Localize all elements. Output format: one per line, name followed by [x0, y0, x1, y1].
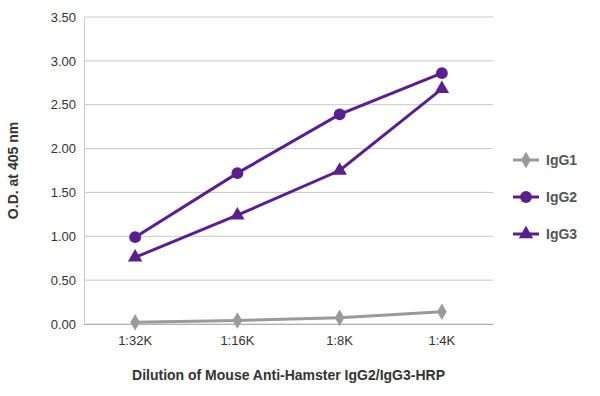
x-tick: 1:4K — [429, 324, 456, 348]
x-axis-title: Dilution of Mouse Anti-Hamster IgG2/IgG3… — [132, 367, 445, 383]
y-tick-label: 0.00 — [51, 317, 76, 332]
y-tick: 3.00 — [51, 54, 84, 69]
series-marker — [231, 167, 243, 179]
plot-area — [128, 67, 449, 330]
x-tick: 1:8K — [326, 324, 353, 348]
grid-line — [84, 17, 493, 18]
y-tick-label: 3.00 — [51, 54, 76, 69]
x-tick-label: 1:16K — [220, 333, 254, 348]
grid-line — [84, 280, 493, 281]
y-axis: 0.00 0.50 1.00 1.50 2.00 2.50 3.00 3.50 — [51, 10, 85, 332]
grid-line — [84, 60, 493, 61]
legend-item: IgG2 — [513, 189, 577, 205]
y-tick: 2.00 — [51, 141, 84, 156]
y-tick-label: 1.00 — [51, 229, 76, 244]
y-tick: 2.50 — [51, 97, 84, 112]
legend-marker — [520, 191, 532, 203]
legend: IgG1 IgG2 IgG3 — [513, 152, 577, 242]
y-tick-label: 2.50 — [51, 97, 76, 112]
series-marker — [129, 231, 141, 243]
series-marker — [128, 249, 142, 261]
legend-item: IgG1 — [513, 152, 577, 169]
y-tick: 3.50 — [51, 10, 84, 25]
y-tick: 1.00 — [51, 229, 84, 244]
y-axis-title: O.D. at 405 nm — [5, 122, 21, 219]
series-marker — [233, 312, 243, 329]
y-tick-label: 1.50 — [51, 185, 76, 200]
series-marker — [332, 162, 346, 174]
x-axis-line — [85, 324, 494, 325]
y-tick-label: 3.50 — [51, 10, 76, 25]
legend-marker — [521, 152, 531, 169]
series-marker — [130, 314, 140, 331]
x-axis: 1:32K 1:16K 1:8K 1:4K — [85, 324, 494, 348]
y-tick-label: 2.00 — [51, 141, 76, 156]
series-marker — [230, 207, 244, 219]
x-tick-label: 1:4K — [429, 333, 456, 348]
grid-line — [84, 324, 493, 325]
chart-svg: 0.00 0.50 1.00 1.50 2.00 2.50 3.00 3.50 1:32K 1:1… — [0, 0, 600, 396]
legend-label: IgG1 — [546, 152, 577, 168]
grid-line — [84, 236, 493, 237]
x-tick-label: 1:32K — [118, 333, 152, 348]
series-line — [135, 89, 442, 257]
y-tick: 0.00 — [51, 317, 84, 332]
legend-label: IgG2 — [546, 189, 577, 205]
series-line — [135, 312, 442, 323]
legend-label: IgG3 — [546, 226, 577, 242]
grid-line — [84, 148, 493, 149]
series-marker — [437, 303, 447, 320]
y-tick-label: 0.50 — [51, 273, 76, 288]
x-tick-label: 1:8K — [326, 333, 353, 348]
series-line — [135, 73, 442, 237]
series-marker — [435, 81, 449, 93]
y-axis-line — [84, 18, 85, 325]
series-marker — [334, 108, 346, 120]
grid — [84, 17, 493, 324]
grid-line — [84, 104, 493, 105]
series-marker — [335, 310, 345, 327]
chart-container: 0.00 0.50 1.00 1.50 2.00 2.50 3.00 3.50 1:32K 1:1… — [0, 0, 600, 396]
legend-item: IgG3 — [513, 226, 577, 242]
legend-marker — [519, 226, 533, 238]
y-tick: 0.50 — [51, 273, 84, 288]
series-marker — [436, 67, 448, 79]
y-tick: 1.50 — [51, 185, 84, 200]
